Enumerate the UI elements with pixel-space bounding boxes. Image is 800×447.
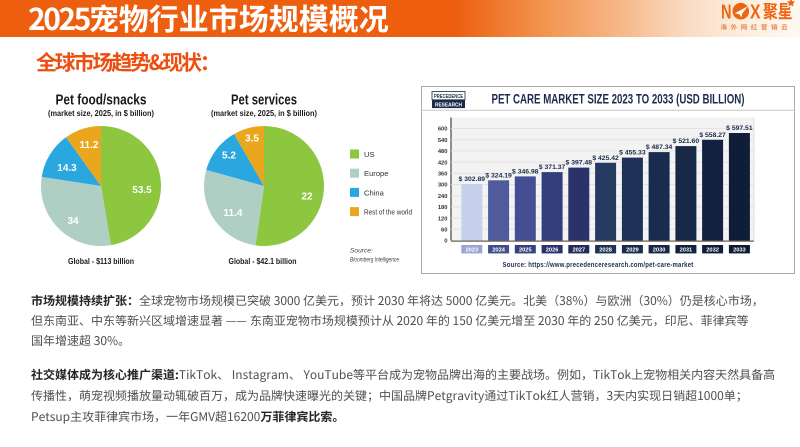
svg-text:$ 397.48: $ 397.48 [566, 160, 593, 167]
svg-text:(market size, 2025, in $ billi: (market size, 2025, in $ billion) [48, 108, 154, 118]
svg-text:$ 521.60: $ 521.60 [673, 138, 700, 145]
svg-text:60: 60 [441, 228, 447, 234]
svg-text:PET CARE MARKET SIZE 2023 TO 2: PET CARE MARKET SIZE 2023 TO 2033 (USD B… [492, 92, 745, 107]
svg-text:3.5: 3.5 [245, 134, 259, 145]
svg-text:X: X [750, 1, 761, 24]
svg-text:22: 22 [301, 192, 313, 203]
svg-text:N: N [721, 1, 732, 24]
svg-text:360: 360 [438, 172, 448, 178]
svg-text:聚星: 聚星 [763, 0, 793, 24]
svg-text:$ 487.34: $ 487.34 [646, 144, 673, 151]
svg-text:RESEARCH: RESEARCH [435, 102, 462, 108]
svg-text:2026: 2026 [546, 247, 559, 253]
svg-text:600: 600 [438, 127, 448, 133]
svg-text:34: 34 [67, 216, 79, 227]
svg-text:$ 346.98: $ 346.98 [512, 168, 539, 175]
svg-text:$ 558.27: $ 558.27 [699, 132, 726, 139]
svg-text:420: 420 [438, 160, 448, 166]
svg-text:Pet food/snacks: Pet food/snacks [56, 93, 147, 109]
svg-text:120: 120 [438, 216, 448, 222]
svg-text:11.4: 11.4 [224, 208, 243, 219]
svg-text:53.5: 53.5 [132, 185, 152, 196]
svg-text:(market size, 2025, in $ billi: (market size, 2025, in $ billion) [211, 108, 317, 118]
svg-text:5.2: 5.2 [222, 151, 236, 162]
svg-text:180: 180 [438, 205, 448, 211]
svg-text:2023: 2023 [465, 247, 478, 253]
svg-text:US: US [364, 150, 375, 159]
svg-text:Europe: Europe [364, 169, 389, 178]
svg-text:14.3: 14.3 [57, 163, 77, 174]
svg-text:240: 240 [438, 194, 448, 200]
svg-text:Source: https://www.precedence: Source: https://www.precedenceresearch.c… [503, 260, 694, 269]
svg-text:Rest of the world: Rest of the world [364, 208, 412, 217]
svg-text:2029: 2029 [626, 247, 639, 253]
svg-text:480: 480 [438, 149, 448, 155]
svg-text:$ 597.51: $ 597.51 [726, 125, 753, 132]
svg-text:$ 324.19: $ 324.19 [485, 172, 512, 179]
svg-text:2033: 2033 [733, 247, 746, 253]
svg-text:2024: 2024 [492, 247, 505, 253]
svg-text:0: 0 [444, 239, 447, 245]
svg-text:2030: 2030 [653, 247, 666, 253]
svg-text:Pet services: Pet services [231, 93, 297, 109]
svg-text:2031: 2031 [680, 247, 693, 253]
svg-text:2027: 2027 [572, 247, 585, 253]
svg-text:$ 425.42: $ 425.42 [592, 155, 619, 162]
svg-text:$ 371.37: $ 371.37 [539, 164, 566, 171]
svg-text:2025: 2025 [519, 247, 532, 253]
svg-text:$ 302.89: $ 302.89 [459, 176, 486, 183]
svg-text:Global - $113 billion: Global - $113 billion [68, 256, 134, 266]
svg-text:海外网红营销云: 海外网红营销云 [721, 21, 792, 31]
svg-text:2032: 2032 [706, 247, 719, 253]
svg-text:China: China [364, 188, 385, 197]
svg-text:Bloomberg Intelligence: Bloomberg Intelligence [350, 257, 399, 264]
svg-text:300: 300 [438, 183, 448, 189]
svg-text:11.2: 11.2 [80, 140, 99, 151]
svg-text:$ 455.33: $ 455.33 [619, 150, 646, 157]
svg-text:Source:: Source: [350, 248, 373, 255]
svg-text:2028: 2028 [599, 247, 612, 253]
svg-text:PRECEDENCE: PRECEDENCE [434, 94, 463, 100]
svg-text:Global - $42.1 billion: Global - $42.1 billion [229, 256, 297, 266]
svg-text:540: 540 [438, 138, 448, 144]
